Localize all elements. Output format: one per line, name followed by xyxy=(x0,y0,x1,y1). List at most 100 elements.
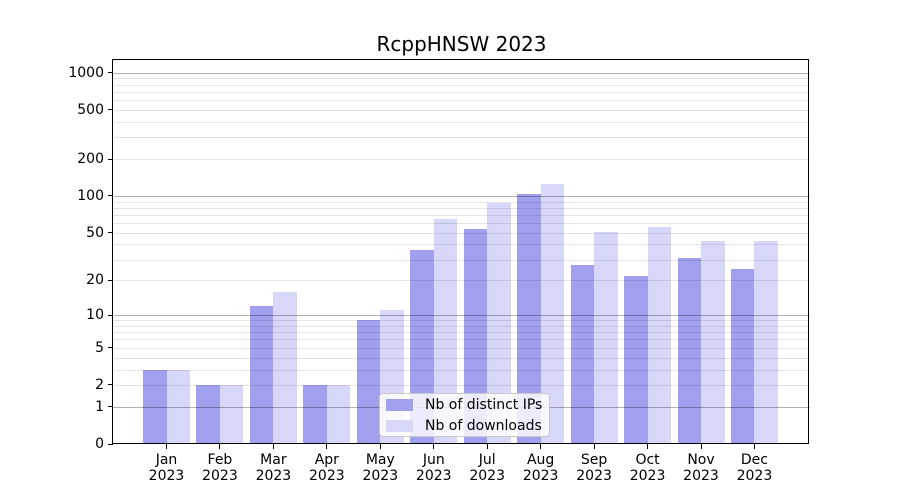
legend-label: Nb of downloads xyxy=(425,417,542,434)
bar-downloads xyxy=(166,369,190,444)
legend-swatch-downloads xyxy=(386,419,413,432)
minor-gridline xyxy=(113,369,810,371)
x-tick-month: Apr xyxy=(314,452,339,468)
x-tick-month: Nov xyxy=(687,452,715,468)
x-tick-label: Apr 2023 xyxy=(295,452,359,484)
bar-distinct-ips xyxy=(303,384,327,444)
y-tick-label: 200 xyxy=(77,151,104,168)
y-tick xyxy=(108,109,113,111)
bar-downloads xyxy=(647,226,672,444)
bar-downloads xyxy=(540,184,565,444)
x-tick xyxy=(433,444,435,449)
x-tick-label: Jul 2023 xyxy=(455,452,519,484)
minor-gridline xyxy=(113,223,810,225)
minor-gridline xyxy=(113,109,810,111)
x-tick xyxy=(272,444,274,449)
x-tick-month: Feb xyxy=(207,452,233,468)
bar-downloads xyxy=(701,240,725,444)
x-tick-month: May xyxy=(365,452,395,468)
minor-gridline xyxy=(113,100,810,102)
x-tick xyxy=(700,444,702,449)
x-tick-label: Aug 2023 xyxy=(509,452,573,484)
legend-row: Nb of distinct IPs xyxy=(386,394,549,415)
y-tick-label: 1000 xyxy=(68,64,104,81)
legend-row: Nb of downloads xyxy=(386,415,549,436)
x-tick xyxy=(326,444,328,449)
y-tick-label: 0 xyxy=(95,436,104,452)
x-tick xyxy=(219,444,221,449)
chart-title: RcppHNSW 2023 xyxy=(376,32,547,56)
bar-downloads xyxy=(754,240,778,444)
x-tick-label: Dec 2023 xyxy=(722,452,786,484)
minor-gridline xyxy=(113,214,810,216)
minor-gridline xyxy=(113,78,810,80)
x-tick-year: 2023 xyxy=(148,468,185,484)
x-tick-year: 2023 xyxy=(362,468,399,484)
x-tick-month: Jul xyxy=(478,452,496,468)
y-tick-label: 500 xyxy=(77,101,104,118)
y-tick xyxy=(108,195,113,197)
x-tick xyxy=(486,444,488,449)
minor-gridline xyxy=(113,159,810,160)
x-tick xyxy=(753,444,755,449)
bar-distinct-ips xyxy=(517,193,541,444)
minor-gridline xyxy=(113,347,810,349)
x-tick-month: Jun xyxy=(422,452,445,468)
x-tick-month: Sep xyxy=(580,452,608,468)
y-tick xyxy=(108,279,113,281)
y-tick-label: 10 xyxy=(86,307,104,324)
y-tick-label: 100 xyxy=(77,187,104,204)
x-tick-year: 2023 xyxy=(683,468,719,484)
x-tick-year: 2023 xyxy=(629,468,666,484)
minor-gridline xyxy=(113,232,810,234)
minor-gridline xyxy=(113,325,810,327)
y-tick xyxy=(108,232,113,234)
y-tick-label: 5 xyxy=(95,339,104,356)
x-tick-year: 2023 xyxy=(576,468,612,484)
y-tick xyxy=(108,72,113,74)
major-gridline xyxy=(113,196,810,197)
x-tick-label: Oct 2023 xyxy=(616,452,680,484)
minor-gridline xyxy=(113,320,810,322)
legend-label: Nb of distinct IPs xyxy=(425,396,543,413)
x-tick xyxy=(166,444,167,449)
bar-downloads xyxy=(594,231,618,444)
x-tick xyxy=(379,444,381,449)
bar-distinct-ips xyxy=(356,320,381,444)
x-tick-label: May 2023 xyxy=(348,452,412,484)
x-tick-label: Feb 2023 xyxy=(188,452,252,484)
x-tick-year: 2023 xyxy=(736,468,773,484)
y-tick-label: 20 xyxy=(86,272,104,289)
x-tick xyxy=(540,444,542,449)
bar-distinct-ips xyxy=(624,275,648,444)
x-tick-label: Jun 2023 xyxy=(402,452,466,484)
bar-distinct-ips xyxy=(143,369,167,444)
y-tick-label: 2 xyxy=(95,376,104,393)
x-tick-month: Jan xyxy=(155,452,178,468)
minor-gridline xyxy=(113,280,810,282)
x-tick-month: Mar xyxy=(260,452,287,468)
minor-gridline xyxy=(113,332,810,334)
x-tick-label: Sep 2023 xyxy=(562,452,626,484)
x-tick-label: Jan 2023 xyxy=(135,452,199,484)
bar-downloads xyxy=(433,218,458,444)
y-tick-label: 1 xyxy=(95,398,104,415)
x-tick-month: Dec xyxy=(740,452,768,468)
x-tick-label: Mar 2023 xyxy=(241,452,305,484)
major-gridline xyxy=(113,72,810,74)
x-tick-month: Aug xyxy=(526,452,555,468)
minor-gridline xyxy=(113,201,810,203)
x-tick xyxy=(593,444,595,449)
x-tick-year: 2023 xyxy=(202,468,238,484)
x-tick-year: 2023 xyxy=(469,468,505,484)
bar-distinct-ips xyxy=(570,264,595,444)
legend: Nb of distinct IPs Nb of downloads xyxy=(379,393,550,437)
y-tick xyxy=(108,384,113,386)
x-tick-year: 2023 xyxy=(309,468,345,484)
minor-gridline xyxy=(113,385,810,386)
minor-gridline xyxy=(113,339,810,341)
minor-gridline xyxy=(113,259,810,261)
bar-downloads xyxy=(326,384,351,444)
y-tick xyxy=(108,158,113,160)
